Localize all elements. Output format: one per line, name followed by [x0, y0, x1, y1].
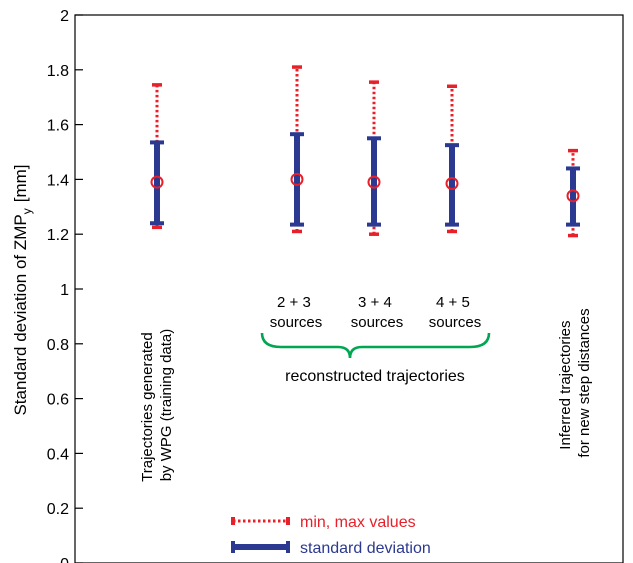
y-tick-label: 0.2 — [47, 501, 69, 518]
plot-area — [74, 14, 624, 563]
mean-marker — [150, 175, 164, 189]
group1-label: Trajectories generated by WPG (training … — [139, 328, 175, 482]
group5-label-line1: Inferred trajectories — [557, 320, 574, 449]
y-tick-label: 0.8 — [47, 337, 69, 354]
error-bar-group — [367, 80, 381, 236]
brace-label: reconstructed trajectories — [285, 368, 465, 385]
group4-label: 4 + 5 sources — [429, 294, 482, 331]
mean-marker — [290, 172, 304, 186]
group4-label-line2: sources — [429, 314, 482, 331]
annotations: Trajectories generated by WPG (training … — [139, 294, 593, 482]
group3-label: 3 + 4 sources — [351, 294, 404, 331]
y-tick-label: 0.6 — [47, 392, 69, 409]
group5-label-line2: for new step distances — [576, 308, 593, 457]
mean-marker — [367, 175, 381, 189]
y-tick-label: 0.4 — [47, 446, 69, 463]
y-tick-label: 1.6 — [47, 118, 69, 135]
y-tick-label: 1 — [60, 282, 69, 299]
y-tick-label: 0 — [60, 556, 69, 563]
error-bar-group — [150, 83, 164, 230]
group3-label-line1: 3 + 4 — [358, 294, 392, 311]
y-axis-label-subscript: y — [20, 208, 34, 214]
legend-std-label: standard deviation — [300, 540, 431, 557]
y-tick-label: 1.2 — [47, 227, 69, 244]
y-tick-label: 1.4 — [47, 172, 69, 189]
group4-label-line1: 4 + 5 — [436, 294, 470, 311]
group3-label-line2: sources — [351, 314, 404, 331]
reconstructed-brace — [260, 332, 491, 359]
legend: min, max values standard deviation — [231, 514, 431, 557]
mean-marker — [445, 177, 459, 191]
y-tick-label: 1.8 — [47, 63, 69, 80]
y-axis: 0 0.2 0.4 0.6 0.8 1 1.2 1.4 1.6 1.8 2 — [47, 8, 83, 563]
error-bars — [150, 65, 580, 238]
group5-label: Inferred trajectories for new step dista… — [557, 308, 593, 457]
error-bar-group — [290, 65, 304, 234]
mean-marker — [566, 189, 580, 203]
error-bar-group — [566, 148, 580, 238]
group2-label-line1: 2 + 3 — [277, 294, 311, 311]
legend-minmax-label: min, max values — [300, 514, 416, 531]
y-tick-label: 2 — [60, 8, 69, 25]
group2-label: 2 + 3 sources — [270, 294, 323, 331]
group1-label-line1: Trajectories generated — [139, 332, 156, 482]
group2-label-line2: sources — [270, 314, 323, 331]
y-axis-label-unit: [mm] — [11, 164, 30, 202]
error-bar-group — [445, 84, 459, 234]
y-axis-label: Standard deviation of ZMPy [mm] — [11, 164, 34, 415]
y-axis-label-main: Standard deviation of ZMP — [11, 214, 30, 415]
group1-label-line2: by WPG (training data) — [158, 329, 175, 482]
